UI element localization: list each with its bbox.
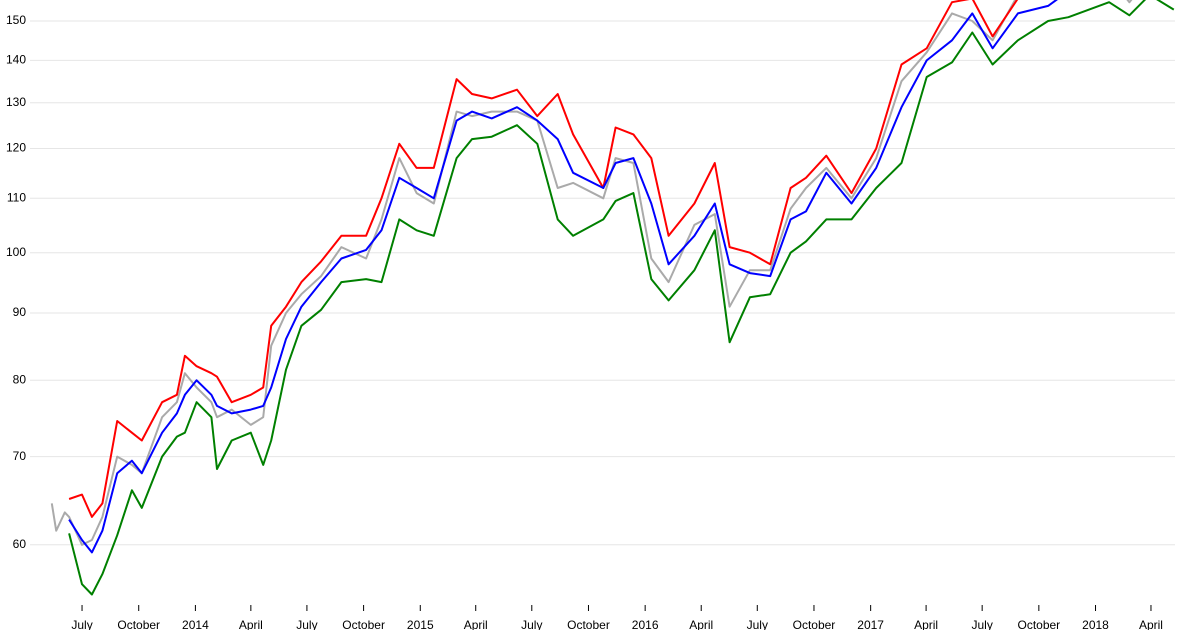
series-line bbox=[68, 0, 1058, 554]
x-tick-label: October bbox=[342, 618, 385, 630]
y-tick-label: 140 bbox=[6, 53, 26, 67]
y-tick-label: 130 bbox=[6, 95, 26, 109]
y-tick-label: 110 bbox=[7, 190, 26, 204]
y-tick-label: 60 bbox=[13, 537, 27, 551]
x-tick-label: 2017 bbox=[857, 618, 884, 630]
x-tick-label: October bbox=[117, 618, 160, 630]
x-tick-label: April bbox=[689, 618, 713, 630]
axes: 60 70 80 90 100 110 120 130 140 150 July October 201… bbox=[6, 13, 1163, 630]
x-tick-label: 2014 bbox=[182, 618, 209, 630]
x-tick-label: April bbox=[914, 618, 938, 630]
x-tick-label: April bbox=[464, 618, 488, 630]
y-tick-label: 100 bbox=[6, 245, 26, 259]
x-tick-label: 2016 bbox=[632, 618, 659, 630]
y-tick-label: 150 bbox=[6, 13, 26, 27]
x-tick-label: 2015 bbox=[407, 618, 434, 630]
x-tick-label: July bbox=[971, 618, 992, 630]
x-tick-label: April bbox=[1139, 618, 1163, 630]
y-tick-label: 120 bbox=[6, 141, 26, 155]
x-tick-label: July bbox=[296, 618, 317, 630]
x-tick-label: October bbox=[1017, 618, 1060, 630]
y-tick-label: 80 bbox=[13, 372, 27, 386]
series-line bbox=[68, 0, 1175, 596]
x-tick-label: July bbox=[747, 618, 768, 630]
y-tick-label: 90 bbox=[13, 305, 27, 319]
series-line bbox=[50, 0, 1133, 546]
y-tick-label: 70 bbox=[13, 449, 27, 463]
x-tick-label: April bbox=[239, 618, 263, 630]
x-tick-label: October bbox=[793, 618, 836, 630]
x-tick-label: July bbox=[71, 618, 92, 630]
x-tick-label: October bbox=[567, 618, 610, 630]
lines bbox=[50, 0, 1175, 596]
grid bbox=[30, 20, 1175, 546]
x-tick-label: 2018 bbox=[1082, 618, 1109, 630]
series-line bbox=[68, 0, 1019, 518]
x-tick-label: July bbox=[521, 618, 542, 630]
